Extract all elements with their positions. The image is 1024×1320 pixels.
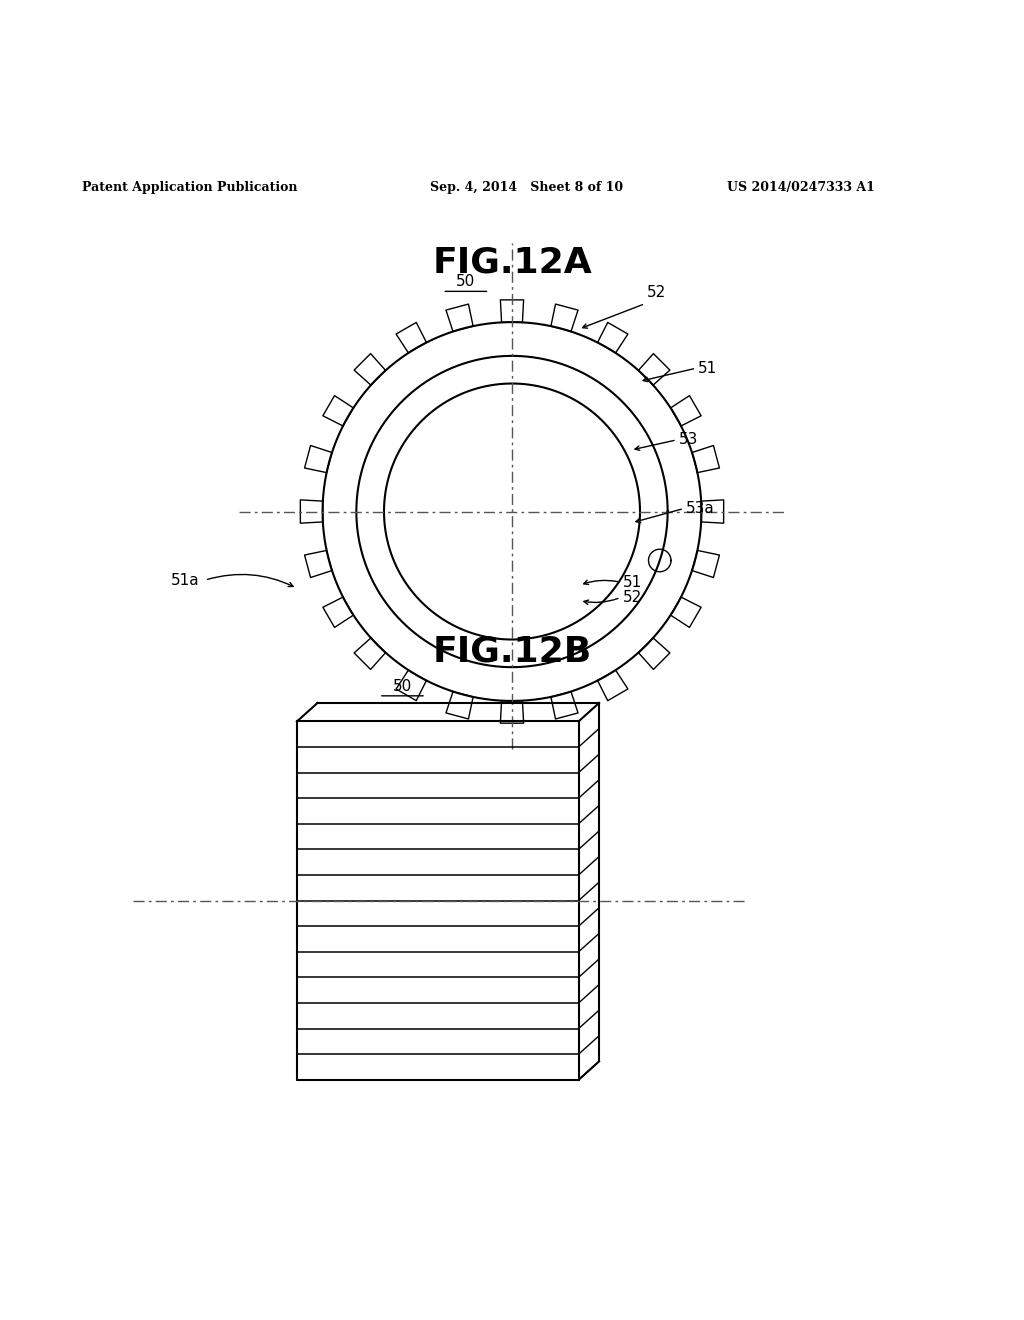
Text: 51a: 51a xyxy=(171,573,200,587)
Text: Patent Application Publication: Patent Application Publication xyxy=(82,181,297,194)
Text: US 2014/0247333 A1: US 2014/0247333 A1 xyxy=(727,181,874,194)
Text: 52: 52 xyxy=(623,590,642,605)
Text: 53: 53 xyxy=(679,433,698,447)
Text: 51: 51 xyxy=(623,574,642,590)
Text: 51: 51 xyxy=(698,360,718,376)
Text: 50: 50 xyxy=(457,275,475,289)
Text: FIG.12A: FIG.12A xyxy=(432,246,592,280)
Text: Sep. 4, 2014   Sheet 8 of 10: Sep. 4, 2014 Sheet 8 of 10 xyxy=(430,181,624,194)
Text: FIG.12B: FIG.12B xyxy=(432,635,592,668)
Text: 53a: 53a xyxy=(686,502,715,516)
Text: 52: 52 xyxy=(647,285,667,300)
Text: 50: 50 xyxy=(393,678,412,694)
